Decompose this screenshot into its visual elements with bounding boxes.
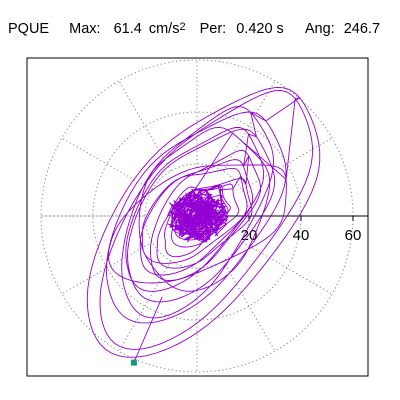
- plot-header: PQUE Max: 61.4 cm/s2 Per: 0.420 s Ang: 2…: [8, 19, 380, 39]
- plot-frame: [26, 57, 369, 377]
- motion-trace-tail: [133, 296, 163, 363]
- endpoint-marker: [130, 359, 137, 366]
- grid-spoke: [241, 137, 333, 191]
- grid-spoke: [61, 137, 153, 191]
- angle-label: Ang:: [304, 21, 335, 37]
- grid-spoke: [222, 260, 276, 352]
- max-label: Max:: [69, 21, 101, 37]
- endpoint-marker-group: [130, 359, 137, 366]
- angle-value: 246.7: [343, 21, 381, 37]
- grid-spoke: [222, 80, 276, 172]
- radial-tick-label: 60: [345, 227, 362, 244]
- max-unit: cm/s2: [149, 19, 186, 39]
- max-unit-exponent: 2: [179, 21, 186, 33]
- grid-spoke: [118, 80, 172, 172]
- period-label: Per:: [199, 21, 227, 37]
- grid-spoke: [241, 241, 333, 295]
- motion-trace-group: [86, 86, 321, 363]
- grid-spoke: [118, 260, 172, 352]
- max-value: 61.4: [113, 21, 142, 37]
- radial-tick-label: 40: [293, 227, 310, 244]
- period-value: 0.420 s: [236, 21, 284, 37]
- max-unit-base: cm/s: [148, 21, 180, 37]
- motion-trace: [86, 86, 321, 358]
- station-code: PQUE: [8, 21, 50, 37]
